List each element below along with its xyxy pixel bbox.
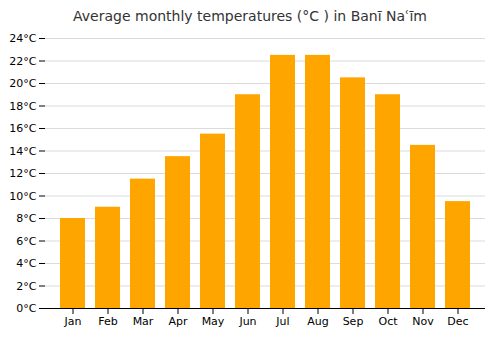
svg-text:Aug: Aug (307, 315, 328, 328)
svg-text:20°C: 20°C (9, 77, 36, 90)
svg-text:Mar: Mar (133, 315, 154, 328)
svg-text:6°C: 6°C (16, 235, 36, 248)
svg-text:0°C: 0°C (16, 302, 36, 315)
svg-text:10°C: 10°C (9, 190, 36, 203)
svg-text:Dec: Dec (447, 315, 468, 328)
svg-text:Jan: Jan (64, 315, 82, 328)
svg-text:16°C: 16°C (9, 122, 36, 135)
svg-text:4°C: 4°C (16, 257, 36, 270)
svg-text:12°C: 12°C (9, 167, 36, 180)
svg-text:24°C: 24°C (9, 32, 36, 45)
svg-text:Jun: Jun (238, 315, 256, 328)
svg-text:Apr: Apr (168, 315, 188, 328)
svg-text:22°C: 22°C (9, 55, 36, 68)
svg-text:8°C: 8°C (16, 212, 36, 225)
svg-text:Nov: Nov (412, 315, 434, 328)
svg-text:Feb: Feb (98, 315, 117, 328)
svg-text:Jul: Jul (275, 315, 289, 328)
svg-text:May: May (202, 315, 225, 328)
svg-text:18°C: 18°C (9, 100, 36, 113)
svg-text:Sep: Sep (343, 315, 364, 328)
svg-text:Oct: Oct (378, 315, 398, 328)
svg-text:14°C: 14°C (9, 145, 36, 158)
html-text:Average monthly temperatures (: Average monthly temperatures (°C ) in Ba… (73, 8, 427, 24)
svg-text:2°C: 2°C (16, 280, 36, 293)
